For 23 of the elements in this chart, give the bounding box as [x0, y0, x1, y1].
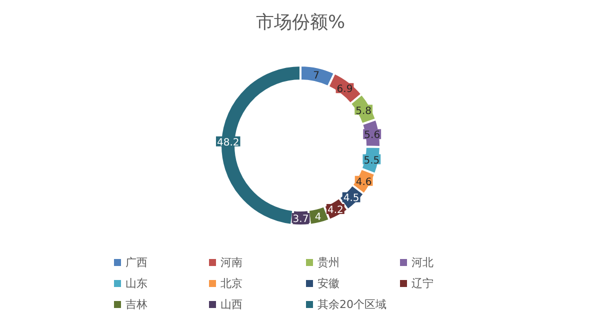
legend-label: 其余20个区域 [318, 298, 386, 311]
legend-label: 广西 [126, 256, 148, 269]
data-label: 48.2 [216, 137, 240, 148]
legend-label: 北京 [220, 277, 242, 290]
legend-label: 辽宁 [412, 277, 434, 290]
data-label: 5.5 [364, 155, 380, 166]
data-label: 5.6 [364, 130, 380, 142]
data-label: 4.5 [343, 193, 360, 204]
legend-label: 河北 [412, 256, 434, 269]
legend-label: 山西 [220, 298, 242, 311]
data-label: 3.7 [292, 214, 309, 225]
data-label: 6.9 [336, 84, 353, 96]
legend-label: 河南 [220, 256, 242, 269]
legend-label: 安徽 [318, 277, 340, 290]
data-label: 7 [313, 70, 320, 82]
legend-label: 山东 [126, 277, 148, 290]
data-label: 4.2 [327, 205, 344, 216]
data-label: 4.6 [356, 176, 372, 188]
data-label: 4 [314, 212, 322, 223]
data-label: 5.8 [356, 106, 372, 117]
legend-label: 贵州 [318, 256, 340, 269]
legend-label: 吉林 [126, 298, 148, 311]
chart-title: 市场份额% [256, 12, 346, 33]
